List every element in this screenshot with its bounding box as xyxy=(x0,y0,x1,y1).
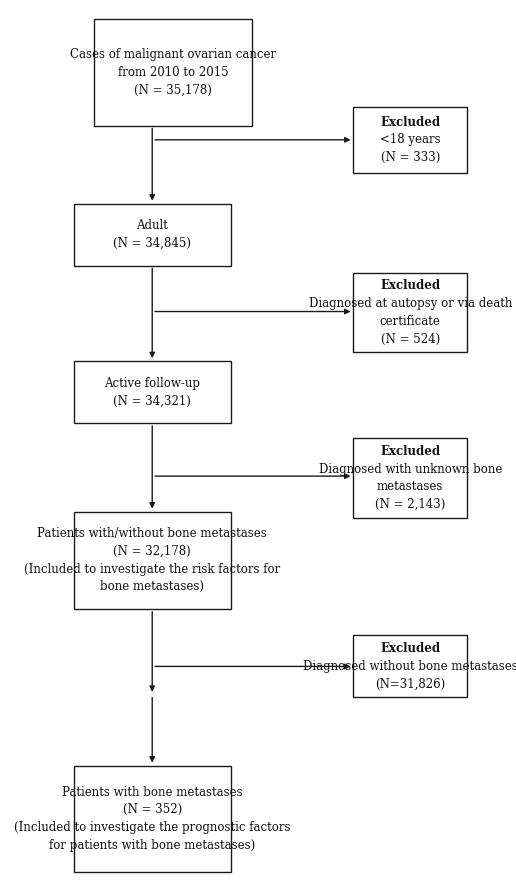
Text: (N = 34,845): (N = 34,845) xyxy=(113,237,191,250)
FancyBboxPatch shape xyxy=(353,438,467,518)
Text: Patients with bone metastases: Patients with bone metastases xyxy=(62,786,243,798)
Text: Patients with/without bone metastases: Patients with/without bone metastases xyxy=(37,527,267,540)
Text: Excluded: Excluded xyxy=(380,280,440,292)
Text: (N=31,826): (N=31,826) xyxy=(375,678,445,690)
Text: metastases: metastases xyxy=(377,481,443,493)
Text: (N = 34,321): (N = 34,321) xyxy=(114,395,191,407)
Text: Diagnosed at autopsy or via death: Diagnosed at autopsy or via death xyxy=(309,297,512,310)
Text: (N = 333): (N = 333) xyxy=(380,151,440,164)
FancyBboxPatch shape xyxy=(94,19,252,126)
FancyBboxPatch shape xyxy=(353,273,467,352)
Text: (N = 2,143): (N = 2,143) xyxy=(375,498,445,511)
FancyBboxPatch shape xyxy=(353,635,467,697)
FancyBboxPatch shape xyxy=(73,766,231,872)
Text: Excluded: Excluded xyxy=(380,643,440,655)
FancyBboxPatch shape xyxy=(73,512,231,609)
Text: Excluded: Excluded xyxy=(380,445,440,458)
FancyBboxPatch shape xyxy=(73,204,231,266)
Text: (N = 524): (N = 524) xyxy=(381,333,440,345)
Text: (N = 35,178): (N = 35,178) xyxy=(134,84,212,96)
Text: bone metastases): bone metastases) xyxy=(100,581,204,593)
Text: Active follow-up: Active follow-up xyxy=(104,377,200,389)
Text: Cases of malignant ovarian cancer: Cases of malignant ovarian cancer xyxy=(70,49,276,61)
Text: <18 years: <18 years xyxy=(380,134,441,146)
Text: Diagnosed without bone metastases: Diagnosed without bone metastases xyxy=(303,660,516,673)
Text: Excluded: Excluded xyxy=(380,116,440,128)
FancyBboxPatch shape xyxy=(73,361,231,423)
Text: (Included to investigate the risk factors for: (Included to investigate the risk factor… xyxy=(24,563,280,575)
Text: (N = 32,178): (N = 32,178) xyxy=(114,545,191,558)
Text: Diagnosed with unknown bone: Diagnosed with unknown bone xyxy=(318,463,502,475)
Text: Adult: Adult xyxy=(136,219,168,232)
Text: (N = 352): (N = 352) xyxy=(123,804,182,816)
Text: (Included to investigate the prognostic factors: (Included to investigate the prognostic … xyxy=(14,821,291,834)
FancyBboxPatch shape xyxy=(353,107,467,173)
Text: certificate: certificate xyxy=(380,315,441,327)
Text: from 2010 to 2015: from 2010 to 2015 xyxy=(118,66,228,79)
Text: for patients with bone metastases): for patients with bone metastases) xyxy=(49,839,255,851)
